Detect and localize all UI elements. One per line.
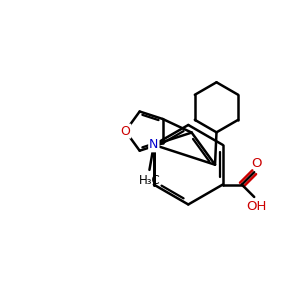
- Text: O: O: [251, 157, 262, 170]
- Text: O: O: [121, 124, 130, 138]
- Text: N: N: [149, 138, 158, 151]
- Text: H₃C: H₃C: [139, 174, 160, 187]
- Text: OH: OH: [246, 200, 267, 213]
